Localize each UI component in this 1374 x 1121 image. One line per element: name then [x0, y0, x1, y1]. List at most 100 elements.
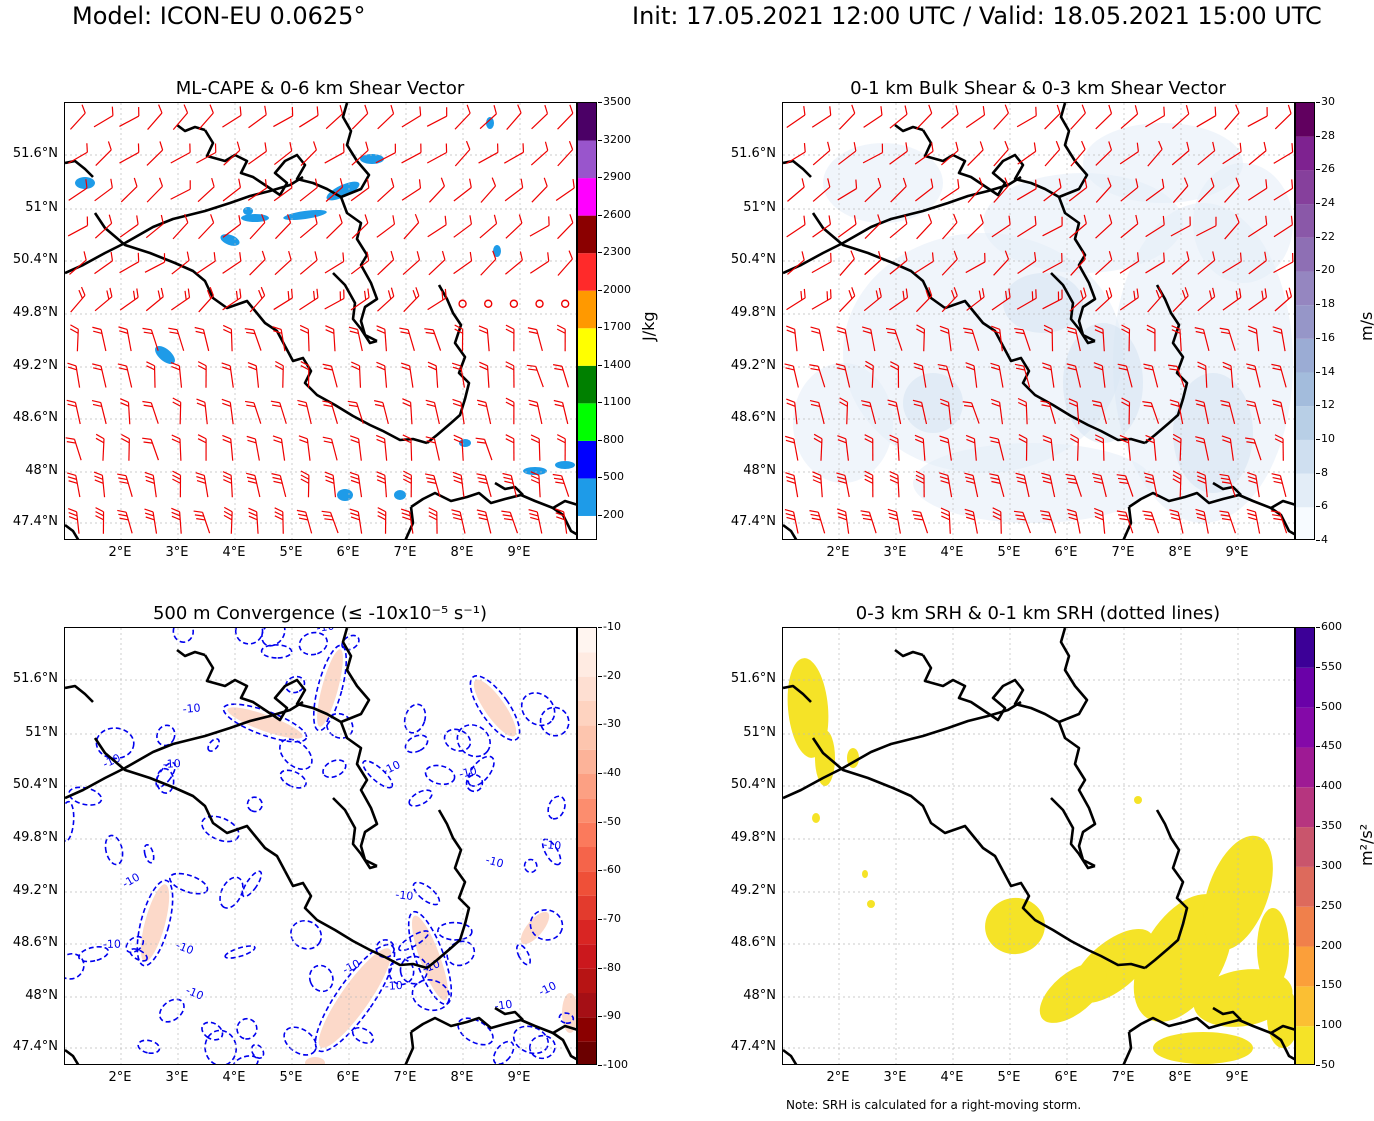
lat-tick-label: 51.6°N — [730, 671, 776, 686]
lon-tick-label: 7°E — [1111, 545, 1135, 560]
lat-tick-label: 51°N — [743, 725, 776, 740]
colorbar-segment — [578, 749, 596, 774]
colorbar-tick: -20 — [598, 668, 621, 682]
colorbar-tick: 500 — [598, 470, 624, 484]
colorbar-segment — [1296, 747, 1314, 788]
lon-tick-label: 5°E — [279, 545, 303, 560]
colorbar-tick: 8 — [1316, 465, 1328, 479]
lat-tick-label: 49.8°N — [12, 830, 58, 845]
colorbar-tick: -100 — [598, 1058, 628, 1071]
lat-tick-label: 51°N — [25, 725, 58, 740]
contour-label: -10 — [120, 870, 142, 890]
contour-label: -10 — [458, 764, 478, 781]
lon-tick-label: 8°E — [1168, 545, 1192, 560]
colorbar-label: m/s — [1357, 311, 1374, 341]
map-srh — [782, 627, 1295, 1065]
colorbar-segment — [1296, 406, 1314, 440]
lat-tick-label: 50.4°N — [12, 777, 58, 792]
colorbar-tick: 26 — [1316, 162, 1335, 176]
lon-tick-label: 7°E — [393, 1070, 417, 1085]
colorbar-cape — [577, 102, 597, 540]
gridlines — [783, 103, 1294, 539]
colorbar-tick: 1100 — [598, 395, 631, 409]
valid-time-title: Init: 17.05.2021 12:00 UTC / Valid: 18.0… — [632, 2, 1322, 30]
colorbar-tick: 500 — [1316, 699, 1342, 713]
colorbar-segment — [578, 1017, 596, 1042]
lat-tick-label: 49.2°N — [730, 358, 776, 373]
lat-tick-label: 48°N — [25, 988, 58, 1003]
panel-title: 0-1 km Bulk Shear & 0-3 km Shear Vector — [850, 78, 1226, 99]
colorbar-tick: 3200 — [598, 132, 631, 146]
lon-tick-label: 5°E — [997, 545, 1021, 560]
lon-tick-label: 7°E — [1111, 1070, 1135, 1085]
map-canvas: -10 -10 -10 -10 -10 -10 -10 -10 -10 -10 -10 -10 -10 -… — [65, 628, 576, 1064]
wind-barbs — [65, 104, 575, 534]
colorbar-segment — [578, 822, 596, 847]
colorbar-canvas — [1296, 103, 1314, 539]
lon-tick-label: 2°E — [826, 545, 850, 560]
lat-tick-label: 51.6°N — [730, 146, 776, 161]
colorbar-segment — [1296, 707, 1314, 748]
lon-tick-label: 6°E — [1054, 1070, 1078, 1085]
map-canvas — [783, 103, 1294, 539]
contour-label: -10 — [174, 939, 195, 958]
colorbar-segment — [578, 920, 596, 945]
srh-fill — [787, 658, 1294, 1064]
lat-tick-label: 47.4°N — [730, 1039, 776, 1054]
lon-tick-label: 5°E — [279, 1070, 303, 1085]
colorbar-segment — [578, 701, 596, 726]
lat-tick-label: 50.4°N — [12, 252, 58, 267]
colorbar-tick: 2600 — [598, 207, 631, 221]
lon-tick-label: 8°E — [450, 1070, 474, 1085]
colorbar-segment — [578, 515, 596, 539]
colorbar-tick: 1700 — [598, 320, 631, 334]
gridlines — [65, 628, 576, 1064]
panel-title: ML-CAPE & 0-6 km Shear Vector — [175, 78, 465, 99]
lon-tick-label: 3°E — [165, 1070, 189, 1085]
lat-tick-label: 47.4°N — [12, 514, 58, 529]
colorbar-tick: 2900 — [598, 170, 631, 184]
lon-tick-label: 6°E — [336, 1070, 360, 1085]
colorbar-segment — [578, 253, 596, 291]
colorbar-tick: 150 — [1316, 978, 1342, 992]
lon-tick-label: 8°E — [450, 545, 474, 560]
contour-label: -10 — [395, 888, 414, 903]
lat-tick-label: 51°N — [25, 200, 58, 215]
colorbar-tick: 2000 — [598, 282, 631, 296]
colorbar-canvas — [1296, 628, 1314, 1064]
colorbar-segment — [578, 328, 596, 366]
colorbar-segment — [578, 628, 596, 653]
colorbar-tick: 22 — [1316, 229, 1335, 243]
country-borders — [783, 103, 1294, 539]
country-borders — [783, 628, 1294, 1064]
colorbar-segment — [1296, 170, 1314, 205]
lon-tick-label: 3°E — [883, 1070, 907, 1085]
contour-label: -10 — [384, 979, 403, 993]
map-cape — [64, 102, 577, 540]
colorbar-segment — [1296, 271, 1314, 306]
contour-label: -10 — [494, 998, 514, 1013]
lon-tick-label: 4°E — [940, 545, 964, 560]
colorbar-canvas — [578, 103, 596, 539]
shear-fill — [793, 123, 1293, 523]
colorbar-canvas — [578, 628, 596, 1064]
lat-tick-label: 48.6°N — [12, 935, 58, 950]
contour-label: -10 — [101, 751, 123, 770]
colorbar-segment — [578, 1041, 596, 1064]
lon-tick-label: 4°E — [222, 1070, 246, 1085]
gridlines — [783, 628, 1294, 1064]
cape-fill — [75, 117, 575, 501]
map-conv: -10 -10 -10 -10 -10 -10 -10 -10 -10 -10 -10 -10 -10 -… — [64, 627, 577, 1065]
colorbar-segment — [578, 798, 596, 823]
panel-title: 500 m Convergence (≤ -10x10⁻⁵ s⁻¹) — [152, 603, 488, 624]
lon-tick-label: 9°E — [507, 545, 531, 560]
colorbar-segment — [578, 774, 596, 799]
colorbar-tick: 350 — [1316, 819, 1342, 833]
colorbar-tick: 250 — [1316, 898, 1342, 912]
lat-tick-label: 48.6°N — [730, 935, 776, 950]
colorbar-tick: 300 — [1316, 858, 1342, 872]
shear-fill-strong — [903, 273, 1253, 493]
colorbar-tick: 400 — [1316, 779, 1342, 793]
lat-tick-label: 49.8°N — [730, 305, 776, 320]
lat-tick-label: 50.4°N — [730, 252, 776, 267]
